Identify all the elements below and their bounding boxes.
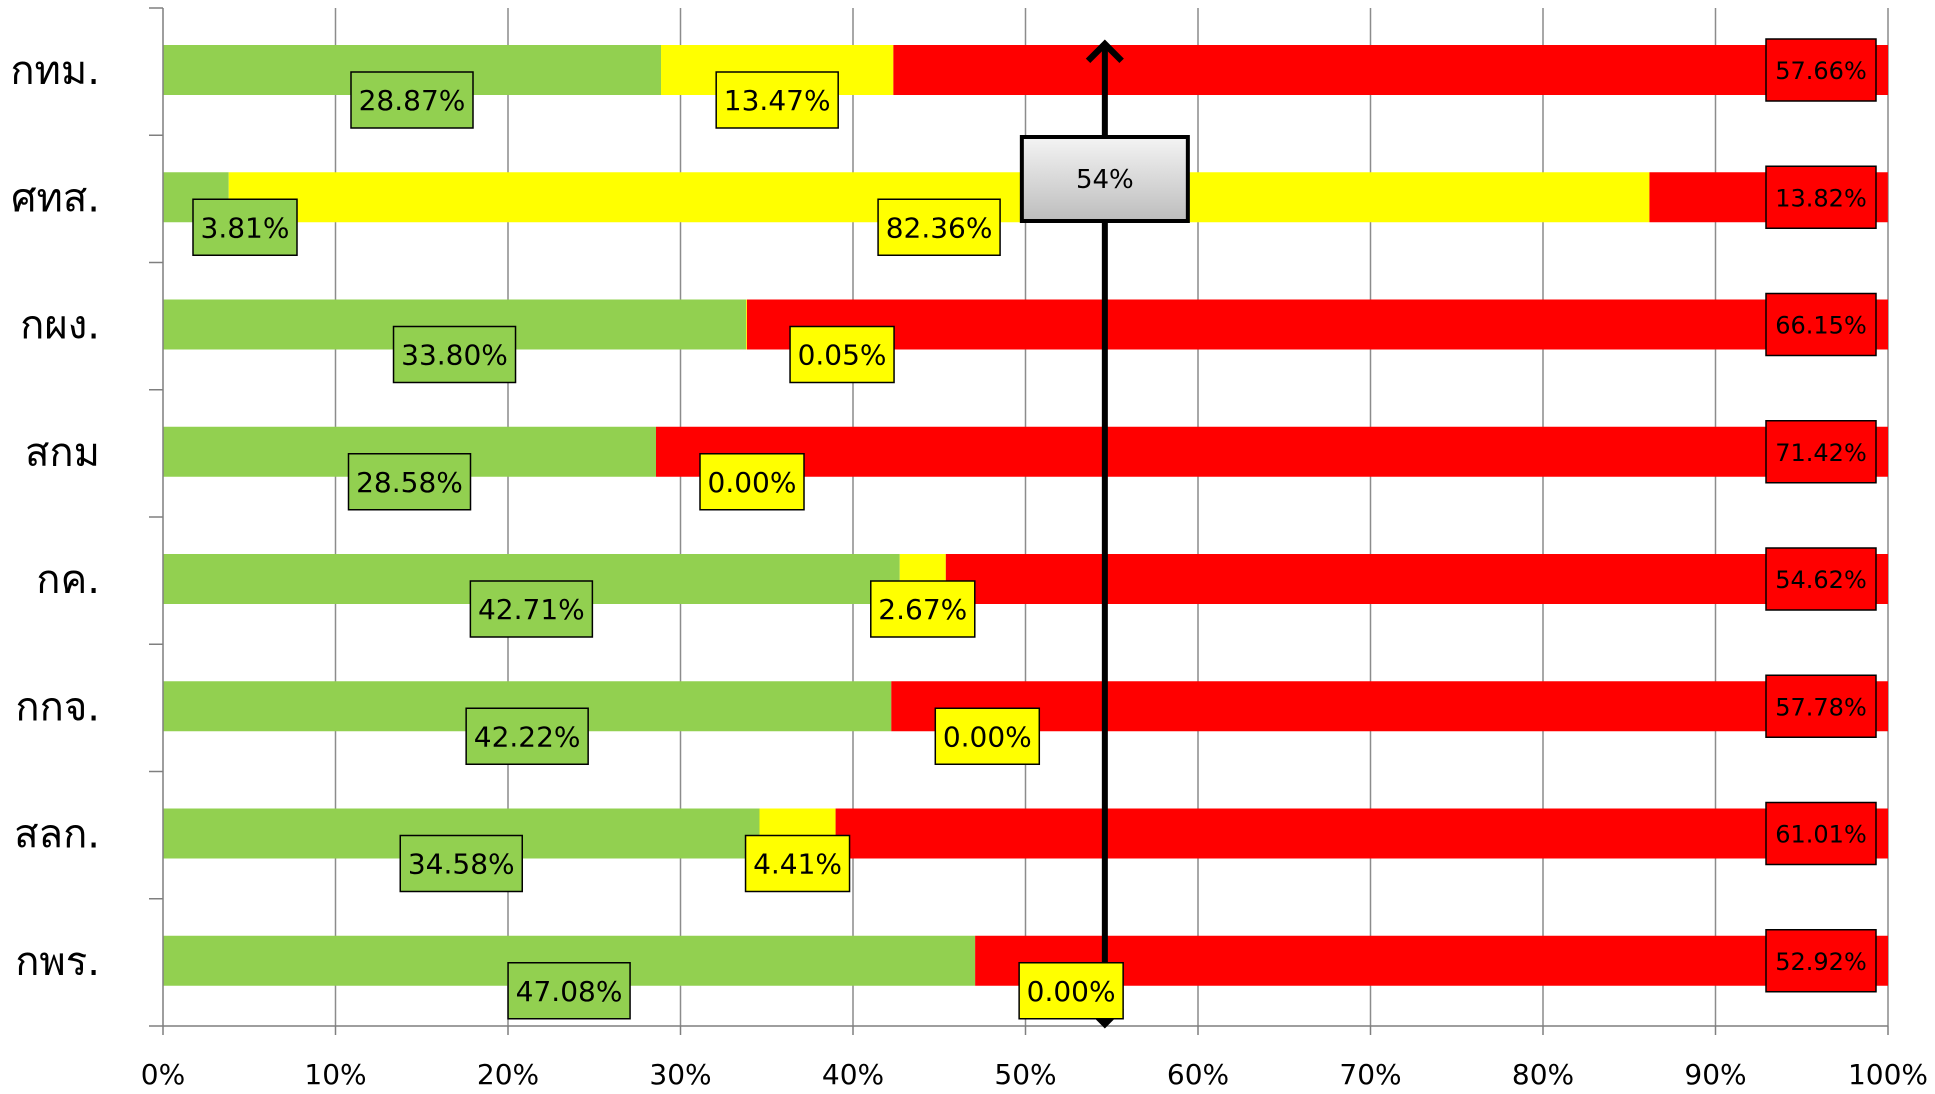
axes: 0% 10% 20% 30% 40% 50% 60% 70% 80% 90% 100% กทม. ศทส… — [10, 7, 1928, 1091]
data-label-box — [1765, 929, 1877, 993]
data-label-box — [469, 580, 594, 638]
data-label: 3.81% — [201, 211, 290, 244]
data-label-box — [715, 71, 839, 129]
bar-segment — [746, 299, 747, 350]
data-label-box — [789, 325, 895, 384]
data-label-box — [465, 707, 589, 765]
x-tick-label: 100% — [1848, 1058, 1928, 1091]
reference-callout-box — [1019, 135, 1190, 223]
x-tick-label: 10% — [304, 1058, 366, 1091]
data-labels: 28.87% 13.47% 57.66% 3.81% 82.36% 13.82% 33.80… — [192, 38, 1877, 1020]
category-label: ศทส. — [11, 175, 100, 221]
data-label: 54.62% — [1775, 566, 1867, 594]
x-tick-label: 60% — [1167, 1058, 1229, 1091]
data-label-box — [347, 453, 472, 511]
data-label: 42.71% — [478, 593, 585, 626]
x-tick-label: 20% — [477, 1058, 539, 1091]
data-label-box — [744, 834, 851, 893]
data-label-box — [399, 834, 524, 893]
data-label: 34.58% — [408, 848, 515, 881]
data-label: 47.08% — [516, 975, 623, 1008]
data-label: 28.87% — [359, 84, 466, 117]
reference-callout-label: 54% — [1076, 165, 1134, 195]
data-label-box — [1765, 547, 1877, 611]
data-label: 82.36% — [886, 211, 993, 244]
data-label: 42.22% — [474, 720, 581, 753]
data-label-box — [1765, 420, 1877, 484]
data-label-box — [350, 71, 474, 129]
data-label: 57.66% — [1775, 57, 1867, 85]
category-label: สลก. — [14, 812, 100, 858]
bar-segment — [746, 299, 1888, 350]
category-label: กทม. — [10, 48, 100, 94]
data-label-box — [507, 962, 631, 1020]
data-label: 28.58% — [356, 466, 463, 499]
category-label: กค. — [36, 557, 100, 603]
data-label: 71.42% — [1775, 439, 1867, 467]
x-tick-label: 80% — [1512, 1058, 1574, 1091]
data-label: 13.82% — [1775, 184, 1867, 212]
data-label-box — [877, 198, 1001, 256]
x-tick-label: 40% — [822, 1058, 884, 1091]
data-label-box — [1765, 38, 1877, 102]
bar-segment — [656, 426, 1888, 477]
data-label-box — [1018, 962, 1124, 1020]
data-label: 57.78% — [1775, 693, 1867, 721]
data-label-box — [699, 453, 805, 511]
x-tick-label: 50% — [994, 1058, 1056, 1091]
x-tick-label: 70% — [1339, 1058, 1401, 1091]
reference-callout: 54% — [1019, 135, 1190, 223]
bar-segment — [893, 45, 1888, 95]
data-label: 33.80% — [401, 339, 508, 372]
data-label-box — [1765, 292, 1877, 357]
data-label-box — [870, 580, 976, 638]
data-label: 0.00% — [943, 720, 1032, 753]
data-label: 0.05% — [798, 339, 887, 372]
category-label: สกม — [25, 430, 100, 476]
category-label: กผง. — [20, 303, 100, 349]
data-label-box — [192, 198, 298, 256]
x-tick-label: 0% — [141, 1058, 185, 1091]
data-label: 66.15% — [1775, 312, 1867, 340]
data-label: 0.00% — [1027, 975, 1116, 1008]
data-label: 4.41% — [753, 848, 842, 881]
data-label-box — [1765, 674, 1877, 738]
data-label-box — [392, 325, 517, 384]
data-label: 13.47% — [724, 84, 831, 117]
data-label-box — [934, 707, 1041, 765]
data-label-box — [1765, 165, 1877, 229]
bar-segment — [891, 681, 1888, 732]
bar-segment — [945, 554, 1888, 604]
x-tick-label: 90% — [1684, 1058, 1746, 1091]
data-label: 61.01% — [1775, 821, 1867, 849]
data-label: 52.92% — [1775, 948, 1867, 976]
category-label: กพร. — [15, 939, 100, 985]
bar-segment — [975, 935, 1888, 986]
data-label-box — [1765, 801, 1877, 866]
x-tick-label: 30% — [649, 1058, 711, 1091]
data-label: 0.00% — [708, 466, 797, 499]
data-label: 2.67% — [878, 593, 967, 626]
bar-segment — [835, 808, 1888, 859]
category-label: กกจ. — [15, 684, 100, 730]
